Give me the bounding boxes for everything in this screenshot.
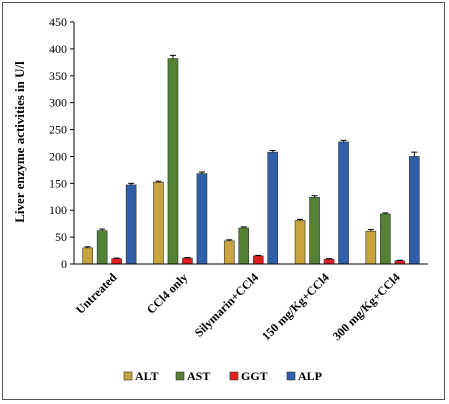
bar-alp [267,151,279,265]
category-label: CCl4 only [144,270,190,316]
category-label: Untreated [73,270,120,317]
bar-ggt [111,258,122,265]
bar-alt [153,181,164,265]
y-tick-label: 400 [49,42,67,56]
bars [82,54,420,265]
y-tick-label: 250 [49,123,67,137]
y-tick-label: 350 [49,69,67,83]
bar-alt [223,240,235,265]
y-axis-label: Liver enzyme activities in U/l [12,61,27,223]
category-label: 150 mg/Kg+CCl4 [259,270,332,343]
bar-alp [409,156,420,265]
bar-alp [196,173,208,265]
category-label: 300 mg/Kg+CCl4 [330,270,403,343]
y-tick-label: 300 [49,96,67,110]
y-axis: 0 50 100 150 200 250 300 350 400 450 [49,15,75,271]
y-tick-label: 150 [49,176,67,190]
y-tick-label: 200 [49,149,67,163]
y-tick-label: 0 [61,257,67,271]
bar-ast [238,227,250,265]
legend-label: ALP [298,369,322,383]
chart-frame [2,2,445,400]
bar-ast [380,213,391,265]
category-label: Silymarin+CCl4 [192,270,261,339]
bar-ggt [252,255,264,265]
bar-ggt [182,257,193,265]
legend-label: GGT [241,369,268,383]
y-tick-label: 50 [55,230,67,244]
bar-alt [294,220,306,265]
legend-swatch-alt [123,371,133,381]
legend-swatch-ast [175,371,185,381]
y-tick-label: 450 [49,15,67,29]
bar-ggt [323,258,335,265]
bar-alp [125,184,137,265]
legend: ALT AST GGT ALP [123,369,322,383]
bar-alt [82,247,93,265]
legend-label: AST [187,369,210,383]
legend-swatch-alp [286,371,296,381]
legend-label: ALT [135,369,159,383]
y-tick-label: 100 [49,203,67,217]
bar-ast [309,197,320,265]
bar-ast [96,230,108,265]
bar-alt [365,230,377,265]
legend-swatch-ggt [229,371,239,381]
bar-ast [167,58,179,265]
bar-alp [338,141,349,265]
